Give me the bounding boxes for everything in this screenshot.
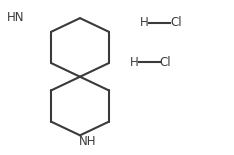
Text: H: H [130, 56, 139, 69]
Text: Cl: Cl [160, 56, 171, 69]
Text: Cl: Cl [170, 16, 182, 29]
Text: H: H [140, 16, 149, 29]
Text: HN: HN [7, 11, 25, 24]
Text: NH: NH [79, 135, 96, 148]
